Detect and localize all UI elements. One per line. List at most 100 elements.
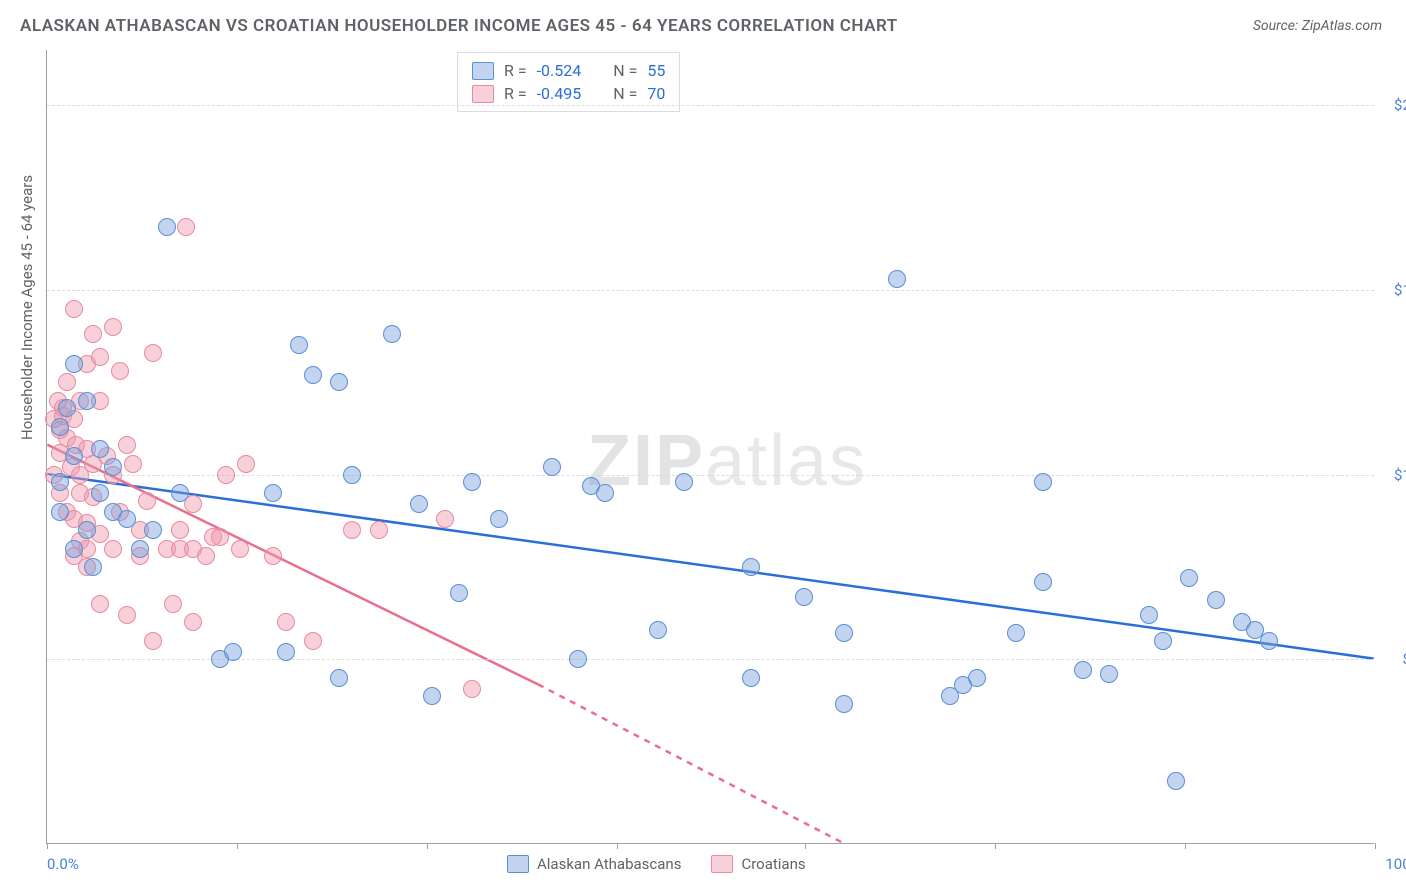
watermark: ZIPatlas [587, 420, 867, 502]
legend-item-blue: Alaskan Athabascans [507, 855, 681, 873]
scatter-point-pink [144, 344, 162, 362]
scatter-point-blue [450, 584, 468, 602]
gridline-h [47, 105, 1374, 106]
watermark-atlas: atlas [705, 421, 867, 501]
correlation-stats-box: R = -0.524 N = 55 R = -0.495 N = 70 [457, 52, 680, 112]
gridline-h [47, 475, 1374, 476]
scatter-point-blue [383, 325, 401, 343]
scatter-point-pink [91, 348, 109, 366]
scatter-point-pink [138, 492, 156, 510]
scatter-point-blue [968, 669, 986, 687]
scatter-point-blue [118, 510, 136, 528]
scatter-point-pink [164, 595, 182, 613]
scatter-point-pink [111, 362, 129, 380]
swatch-blue [472, 62, 494, 80]
scatter-point-blue [423, 687, 441, 705]
swatch-pink [711, 855, 733, 873]
scatter-point-blue [742, 669, 760, 687]
scatter-point-pink [264, 547, 282, 565]
stat-n-label: N = [613, 84, 637, 103]
scatter-point-blue [1167, 772, 1185, 790]
scatter-point-blue [410, 495, 428, 513]
y-tick-label: $100,000 [1376, 466, 1406, 484]
scatter-point-blue [1074, 661, 1092, 679]
trend-lines [47, 50, 1374, 843]
scatter-point-pink [171, 521, 189, 539]
x-tick-mark [1375, 843, 1376, 849]
scatter-point-blue [65, 540, 83, 558]
stat-n-label: N = [613, 61, 637, 80]
chart-title: ALASKAN ATHABASCAN VS CROATIAN HOUSEHOLD… [20, 16, 898, 36]
scatter-point-blue [835, 624, 853, 642]
scatter-point-blue [91, 484, 109, 502]
source-attribution: Source: ZipAtlas.com [1253, 18, 1382, 34]
scatter-point-pink [237, 455, 255, 473]
scatter-point-blue [1100, 665, 1118, 683]
scatter-point-blue [131, 540, 149, 558]
scatter-point-pink [118, 606, 136, 624]
scatter-point-pink [217, 466, 235, 484]
scatter-point-blue [463, 473, 481, 491]
scatter-point-pink [184, 613, 202, 631]
scatter-point-pink [104, 540, 122, 558]
scatter-point-blue [51, 418, 69, 436]
scatter-point-blue [490, 510, 508, 528]
scatter-point-blue [343, 466, 361, 484]
scatter-point-blue [171, 484, 189, 502]
scatter-point-blue [144, 521, 162, 539]
x-tick-label: 0.0% [47, 855, 79, 873]
stat-r-label: R = [504, 84, 527, 103]
scatter-point-blue [835, 695, 853, 713]
scatter-point-blue [888, 270, 906, 288]
scatter-point-blue [330, 669, 348, 687]
legend-label-blue: Alaskan Athabascans [537, 855, 681, 873]
scatter-point-pink [370, 521, 388, 539]
scatter-point-pink [91, 595, 109, 613]
scatter-point-blue [65, 447, 83, 465]
scatter-point-blue [1140, 606, 1158, 624]
scatter-point-blue [277, 643, 295, 661]
scatter-point-blue [264, 484, 282, 502]
scatter-point-pink [58, 373, 76, 391]
scatter-point-blue [543, 458, 561, 476]
y-tick-label: $200,000 [1376, 96, 1406, 114]
stats-row-pink: R = -0.495 N = 70 [472, 82, 665, 105]
scatter-point-blue [78, 521, 96, 539]
scatter-point-pink [436, 510, 454, 528]
scatter-point-blue [224, 643, 242, 661]
scatter-point-pink [463, 680, 481, 698]
scatter-point-blue [742, 558, 760, 576]
scatter-point-blue [290, 336, 308, 354]
scatter-point-pink [104, 318, 122, 336]
x-tick-mark [427, 843, 428, 849]
scatter-point-pink [277, 613, 295, 631]
x-tick-mark [995, 843, 996, 849]
scatter-point-blue [65, 355, 83, 373]
scatter-point-blue [1034, 573, 1052, 591]
scatter-point-blue [58, 399, 76, 417]
scatter-point-blue [51, 503, 69, 521]
stats-row-blue: R = -0.524 N = 55 [472, 59, 665, 82]
stat-n-pink: 70 [647, 84, 665, 103]
scatter-point-blue [330, 373, 348, 391]
y-axis-label: Householder Income Ages 45 - 64 years [18, 175, 36, 440]
scatter-point-blue [1260, 632, 1278, 650]
y-tick-label: $150,000 [1376, 281, 1406, 299]
stat-r-blue: -0.524 [537, 61, 582, 80]
scatter-point-pink [118, 436, 136, 454]
swatch-blue [507, 855, 529, 873]
scatter-point-blue [1180, 569, 1198, 587]
scatter-point-blue [84, 558, 102, 576]
scatter-point-pink [65, 300, 83, 318]
scatter-point-pink [177, 218, 195, 236]
scatter-point-blue [91, 440, 109, 458]
source-label: Source: [1253, 18, 1298, 34]
swatch-pink [472, 85, 494, 103]
scatter-point-blue [1207, 591, 1225, 609]
y-tick-label: $50,000 [1376, 650, 1406, 668]
scatter-plot-area: ZIPatlas R = -0.524 N = 55 R = -0.495 N … [46, 50, 1374, 844]
scatter-point-blue [596, 484, 614, 502]
scatter-point-pink [231, 540, 249, 558]
x-tick-mark [47, 843, 48, 849]
x-tick-mark [1185, 843, 1186, 849]
